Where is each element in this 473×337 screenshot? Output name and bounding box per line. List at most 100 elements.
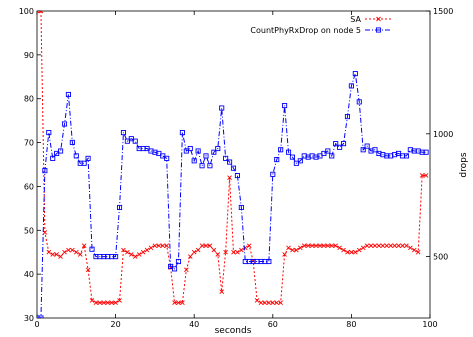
data-point (411, 247, 417, 253)
data-point (132, 254, 138, 259)
data-point (353, 249, 358, 255)
data-point (321, 243, 327, 248)
data-point (368, 243, 374, 248)
data-point (116, 204, 123, 211)
data-point (238, 204, 244, 211)
data-point (50, 155, 56, 161)
data-point (270, 300, 276, 305)
data-point (120, 130, 127, 136)
data-point (176, 300, 181, 305)
data-point (46, 130, 52, 136)
data-point (187, 145, 193, 152)
legend-entry-sa: SA (350, 15, 361, 24)
data-point (113, 300, 118, 305)
data-point (305, 243, 311, 248)
data-point (360, 147, 366, 153)
series-line (37, 73, 427, 318)
series-drops (37, 71, 429, 318)
data-point (58, 148, 64, 154)
data-point (144, 247, 150, 253)
y2-axis-label: drops (459, 152, 469, 177)
data-point (340, 141, 347, 147)
data-point (313, 243, 319, 248)
data-point (329, 243, 335, 248)
data-point (254, 298, 260, 303)
series-line (37, 11, 427, 304)
data-point (129, 252, 134, 257)
x-tick-label: 60 (268, 320, 278, 329)
data-point (392, 243, 397, 248)
data-point (81, 160, 87, 166)
y2-tick-label: 1500 (433, 7, 453, 16)
data-point (184, 267, 189, 273)
data-point (349, 249, 354, 255)
data-point (199, 243, 205, 248)
y-tick-label: 90 (24, 51, 34, 60)
data-point (278, 147, 284, 153)
data-point (70, 247, 75, 253)
data-point (156, 243, 162, 248)
data-point (285, 149, 292, 155)
data-point (266, 300, 272, 305)
data-point (372, 243, 378, 248)
data-point (191, 249, 197, 255)
y2-tick-label: 1000 (433, 130, 453, 139)
data-point (388, 243, 394, 248)
data-point (384, 243, 390, 248)
data-point (325, 148, 331, 154)
data-point (172, 300, 177, 305)
data-point (415, 249, 421, 255)
y-tick-label: 80 (24, 95, 34, 104)
data-point (113, 254, 119, 260)
data-point (396, 243, 401, 248)
data-point (160, 243, 166, 248)
data-point (325, 243, 331, 248)
data-point (175, 258, 182, 265)
data-point (50, 252, 56, 257)
data-point (289, 154, 296, 160)
data-point (140, 249, 146, 255)
x-tick-label: 20 (111, 320, 121, 329)
data-point (262, 300, 268, 305)
data-point (54, 252, 59, 257)
data-point (136, 252, 142, 257)
data-point (234, 173, 240, 179)
data-point (404, 243, 409, 248)
data-point (125, 249, 130, 255)
data-point (38, 315, 44, 318)
data-point (203, 153, 209, 159)
x-tick-label: 100 (422, 320, 437, 329)
data-point (69, 139, 75, 145)
data-point (171, 266, 178, 272)
data-point (372, 147, 378, 153)
data-point (246, 243, 252, 248)
data-point (77, 252, 83, 257)
data-point (207, 243, 213, 248)
data-point (93, 300, 99, 305)
data-point (121, 247, 126, 253)
data-point (85, 155, 91, 161)
data-point (152, 243, 158, 248)
data-point (227, 175, 232, 180)
data-point (62, 249, 67, 255)
data-point (364, 243, 370, 248)
data-point (191, 158, 197, 164)
data-point (211, 149, 217, 155)
data-point (286, 245, 291, 251)
data-point (230, 165, 237, 171)
data-point (376, 243, 382, 248)
data-point (195, 247, 201, 253)
y-tick-label: 60 (24, 182, 34, 191)
x-tick-label: 80 (346, 320, 356, 329)
y-tick-label: 40 (24, 270, 34, 279)
data-point (329, 153, 335, 159)
data-point (109, 300, 114, 305)
data-point (258, 300, 264, 305)
data-point (117, 298, 122, 303)
data-point (46, 249, 52, 255)
data-point (317, 243, 323, 248)
data-point (219, 289, 225, 295)
data-point (309, 243, 315, 248)
x-axis-label: seconds (215, 326, 252, 336)
data-point (380, 243, 386, 248)
